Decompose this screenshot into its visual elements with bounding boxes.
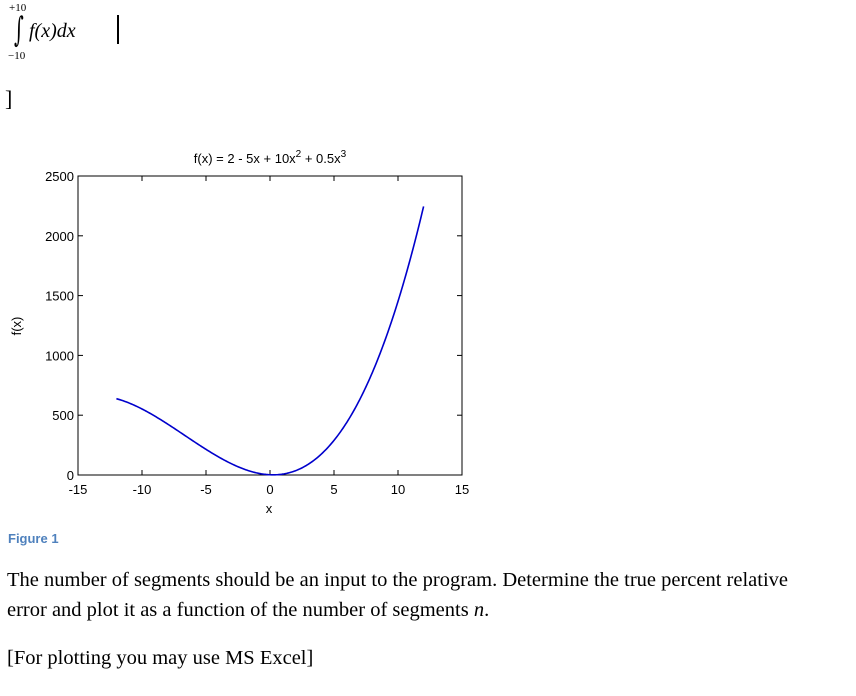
series-line [116, 206, 425, 476]
y-tick-label: 2500 [45, 169, 74, 184]
paragraph-line-1: The number of segments should be an inpu… [7, 569, 789, 591]
x-tick-label: 0 [266, 482, 273, 497]
x-tick-label: -5 [200, 482, 212, 497]
x-tick-label: 15 [455, 482, 469, 497]
chart-title-sup2: 3 [341, 149, 347, 160]
plot-frame [77, 175, 463, 476]
variable-n: n [473, 599, 485, 621]
absolute-value-bar [117, 15, 119, 44]
figure-caption: Figure 1 [8, 531, 59, 546]
axis-ticks [77, 175, 463, 476]
chart-title-mid: + 0.5x [301, 151, 341, 166]
plotting-note: [For plotting you may use MS Excel] [7, 647, 314, 669]
integral-sign: ∫ [14, 10, 24, 50]
x-tick-label: 10 [391, 482, 405, 497]
y-tick-label: 1500 [45, 289, 74, 304]
y-tick-label: 2000 [45, 229, 74, 244]
x-axis-label: x [266, 501, 273, 516]
chart-title-sup1: 2 [296, 149, 302, 160]
x-tick-labels: -15 -10 -5 0 5 10 15 [69, 482, 470, 497]
closing-bracket: ] [5, 86, 13, 111]
x-tick-label: -10 [133, 482, 152, 497]
integral-lower-limit: −10 [8, 50, 26, 62]
y-tick-labels: 0 500 1000 1500 2000 2500 [45, 169, 74, 483]
y-tick-label: 1000 [45, 348, 74, 363]
integral-integrand: f(x)dx [29, 20, 76, 42]
chart-title-main: f(x) = 2 - 5x + 10x [194, 151, 296, 166]
integral-upper-limit: +10 [9, 2, 27, 14]
x-tick-label: 5 [330, 482, 337, 497]
paragraph-line-2-end: . [484, 599, 490, 621]
x-tick-label: -15 [69, 482, 88, 497]
y-tick-label: 500 [52, 408, 74, 423]
function-plot: f(x) = 2 - 5x + 10x2 + 0.5x3 -15 -10 -5 0 5 1… [9, 149, 470, 516]
chart-title: f(x) = 2 - 5x + 10x2 + 0.5x3 [194, 149, 347, 166]
y-tick-label: 0 [67, 468, 74, 483]
paragraph-line-2: error and plot it as a function of the n… [7, 595, 489, 625]
y-axis-label: f(x) [9, 317, 24, 336]
paragraph-line-2-text: error and plot it as a function of the n… [7, 599, 474, 621]
